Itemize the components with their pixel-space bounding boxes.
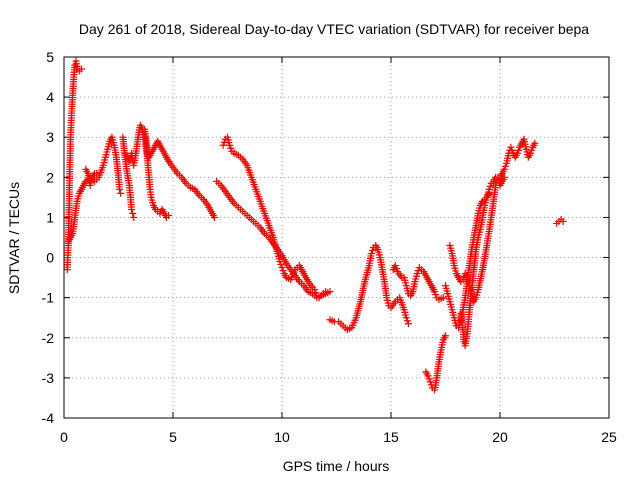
data-point xyxy=(485,185,493,193)
data-point xyxy=(277,261,285,269)
data-point xyxy=(403,317,411,325)
data-point xyxy=(425,375,433,383)
data-point xyxy=(531,139,539,147)
chart-title: Day 261 of 2018, Sidereal Day-to-day VTE… xyxy=(79,21,589,37)
data-point xyxy=(528,146,536,154)
data-point xyxy=(117,189,125,197)
y-tick-label: 3 xyxy=(46,129,54,145)
series-arc-5 xyxy=(121,121,173,169)
y-tick-label: -3 xyxy=(42,370,55,386)
data-point xyxy=(130,213,138,221)
x-tick-label: 20 xyxy=(492,429,508,445)
series-arc-14 xyxy=(446,173,508,306)
data-point xyxy=(392,265,400,273)
data-point xyxy=(500,165,508,173)
data-point xyxy=(513,149,521,157)
data-point xyxy=(129,209,137,217)
x-tick-label: 25 xyxy=(601,429,617,445)
data-point xyxy=(219,141,227,149)
data-point xyxy=(276,258,284,266)
data-point xyxy=(278,264,286,272)
series-arc-10 xyxy=(326,242,412,334)
grid xyxy=(64,57,609,418)
data-point xyxy=(426,378,434,386)
y-tick-label: 1 xyxy=(46,209,54,225)
series-arc-1 xyxy=(63,57,85,274)
data-point xyxy=(368,247,376,255)
series-arc-12 xyxy=(422,332,449,394)
data-point xyxy=(227,144,235,152)
data-point xyxy=(322,288,330,296)
data-point xyxy=(77,65,85,73)
data-point xyxy=(414,267,422,275)
data-point xyxy=(486,182,494,190)
data-point xyxy=(311,286,319,294)
data-point xyxy=(431,288,439,296)
x-tick-label: 0 xyxy=(60,429,68,445)
data-point xyxy=(424,372,432,380)
series-arc-2 xyxy=(64,133,125,246)
series-arc-13 xyxy=(442,189,493,332)
y-tick-label: -1 xyxy=(42,290,55,306)
data-point xyxy=(432,291,440,299)
data-point xyxy=(128,205,136,213)
data-point xyxy=(439,294,447,302)
plot-frame xyxy=(63,56,610,419)
data-point xyxy=(515,146,523,154)
data-point xyxy=(391,262,399,270)
y-tick-label: -4 xyxy=(42,410,55,426)
series-arc-17 xyxy=(553,215,567,227)
axis-ticks: -4 -3 -2 -1 0 1 2 3 4 5 0 5 10 15 20 25 xyxy=(42,49,617,445)
data-point xyxy=(165,211,173,219)
y-tick-label: -2 xyxy=(42,330,55,346)
x-tick-label: 5 xyxy=(169,429,177,445)
data-point xyxy=(312,289,320,297)
data-points xyxy=(63,57,567,394)
data-point xyxy=(507,143,515,151)
data-point xyxy=(210,213,218,221)
series-arc-15 xyxy=(457,173,500,350)
data-point xyxy=(116,185,124,193)
data-point xyxy=(404,320,412,328)
series-arc-7 xyxy=(165,157,218,221)
data-point xyxy=(459,276,467,284)
data-point xyxy=(93,169,101,177)
y-tick-label: 2 xyxy=(46,169,54,185)
series-arc-11 xyxy=(389,262,447,304)
x-tick-label: 10 xyxy=(274,429,290,445)
data-point xyxy=(442,332,449,340)
series-arc-16 xyxy=(496,135,539,181)
data-point xyxy=(226,141,234,149)
data-point xyxy=(367,250,375,258)
x-tick-label: 15 xyxy=(383,429,399,445)
y-tick-label: 0 xyxy=(46,250,54,266)
data-point xyxy=(402,314,410,322)
data-point xyxy=(527,149,535,157)
data-point xyxy=(508,146,516,154)
x-axis-label: GPS time / hours xyxy=(283,458,390,474)
series-arc-9 xyxy=(219,133,330,302)
data-point xyxy=(279,267,287,275)
data-point xyxy=(559,217,567,225)
data-point xyxy=(413,270,421,278)
y-tick-label: 5 xyxy=(46,49,54,65)
data-point xyxy=(501,162,509,170)
series-arc-6 xyxy=(141,125,173,221)
series-arc-3 xyxy=(82,165,101,189)
y-axis-label: SDTVAR / TECUs xyxy=(6,182,22,294)
y-tick-label: 4 xyxy=(46,89,54,105)
